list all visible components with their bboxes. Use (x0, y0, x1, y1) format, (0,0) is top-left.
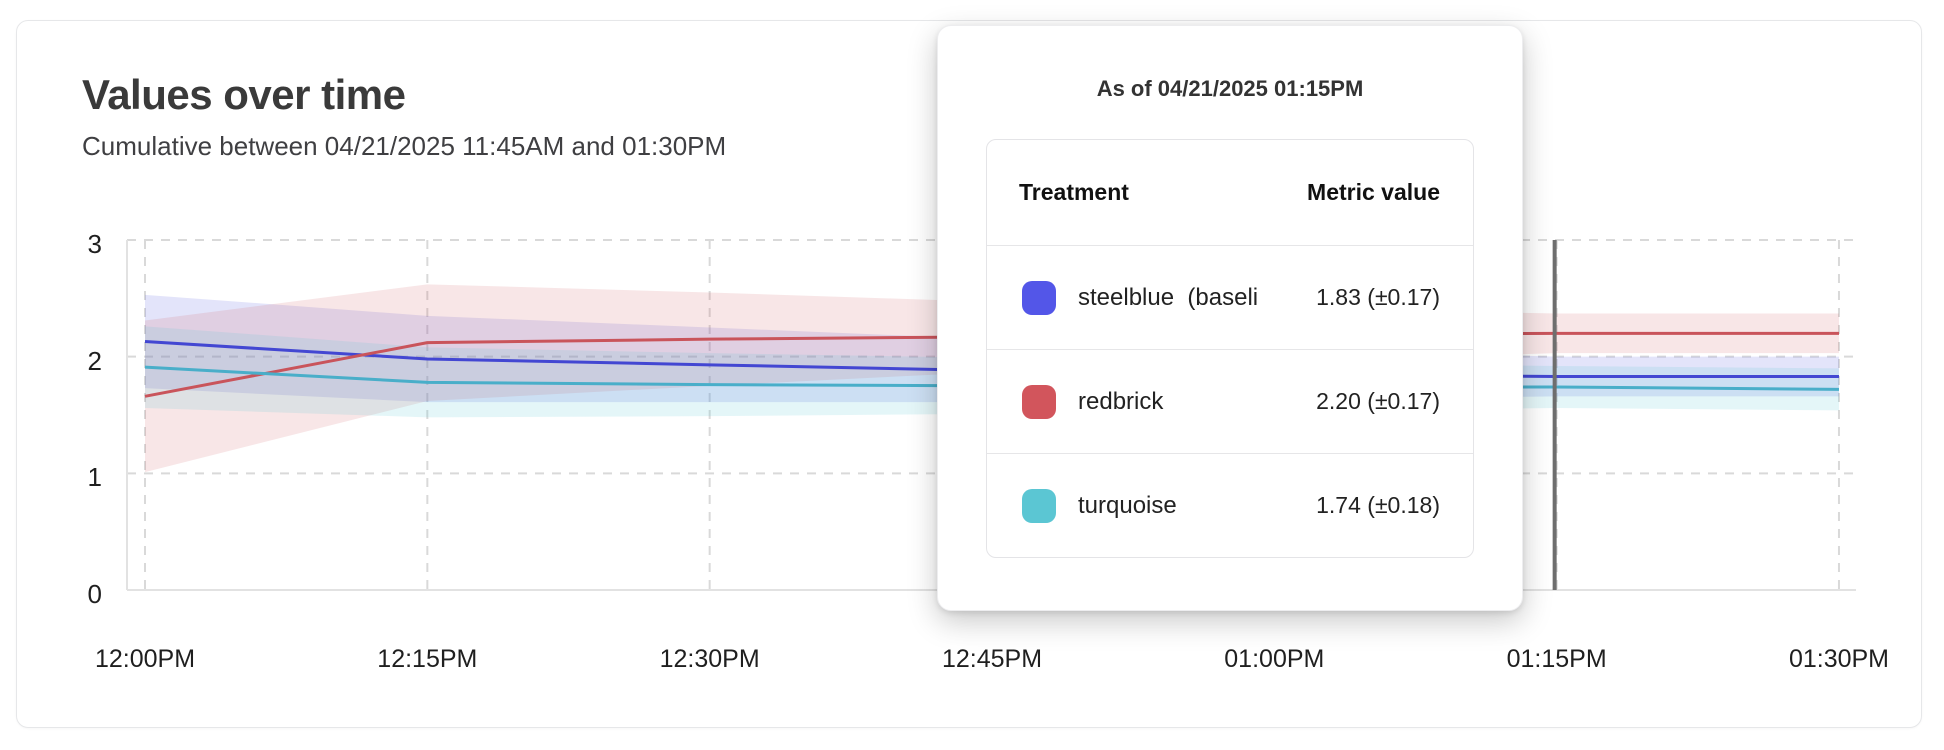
table-row: turquoise 1.74 (±0.18) (987, 453, 1473, 557)
hover-tooltip: As of 04/21/2025 01:15PM Treatment Metri… (937, 25, 1523, 611)
table-row: redbrick 2.20 (±0.17) (987, 349, 1473, 453)
y-tick-label: 1 (87, 462, 102, 493)
series-color-swatch (1022, 488, 1056, 523)
metric-value-column-header: Metric value (1307, 179, 1440, 205)
tooltip-table: Treatment Metric value steelblue (baseli… (986, 139, 1474, 558)
tooltip-table-header: Treatment Metric value (987, 140, 1473, 245)
treatment-label: redbrick (1078, 387, 1164, 415)
metric-value: 1.83 (±0.17) (1316, 284, 1440, 310)
x-tick-label: 12:45PM (941, 645, 1043, 673)
x-tick-label: 01:30PM (1788, 645, 1889, 673)
tooltip-timestamp: As of 04/21/2025 01:15PM (1096, 76, 1364, 101)
metric-value: 1.74 (±0.18) (1316, 492, 1440, 518)
series-color-swatch (1022, 384, 1056, 419)
y-tick-label: 3 (87, 228, 102, 259)
treatment-label: steelblue (baseli (1078, 283, 1259, 311)
metric-value: 2.20 (±0.17) (1316, 388, 1440, 414)
y-tick-label: 2 (87, 345, 102, 376)
x-tick-label: 01:15PM (1506, 645, 1607, 673)
treatment-label: turquoise (1078, 491, 1177, 519)
x-tick-label: 12:00PM (94, 645, 196, 673)
x-tick-label: 12:15PM (377, 645, 478, 673)
series-color-swatch (1022, 280, 1056, 315)
x-tick-label: 01:00PM (1224, 645, 1325, 673)
x-tick-label: 12:30PM (659, 645, 760, 673)
table-row: steelblue (baseli 1.83 (±0.17) (987, 245, 1473, 349)
page-title: Values over time (82, 71, 406, 118)
chart-subtitle: Cumulative between 04/21/2025 11:45AM an… (82, 131, 727, 161)
y-tick-label: 0 (87, 579, 102, 609)
treatment-column-header: Treatment (1019, 179, 1129, 205)
